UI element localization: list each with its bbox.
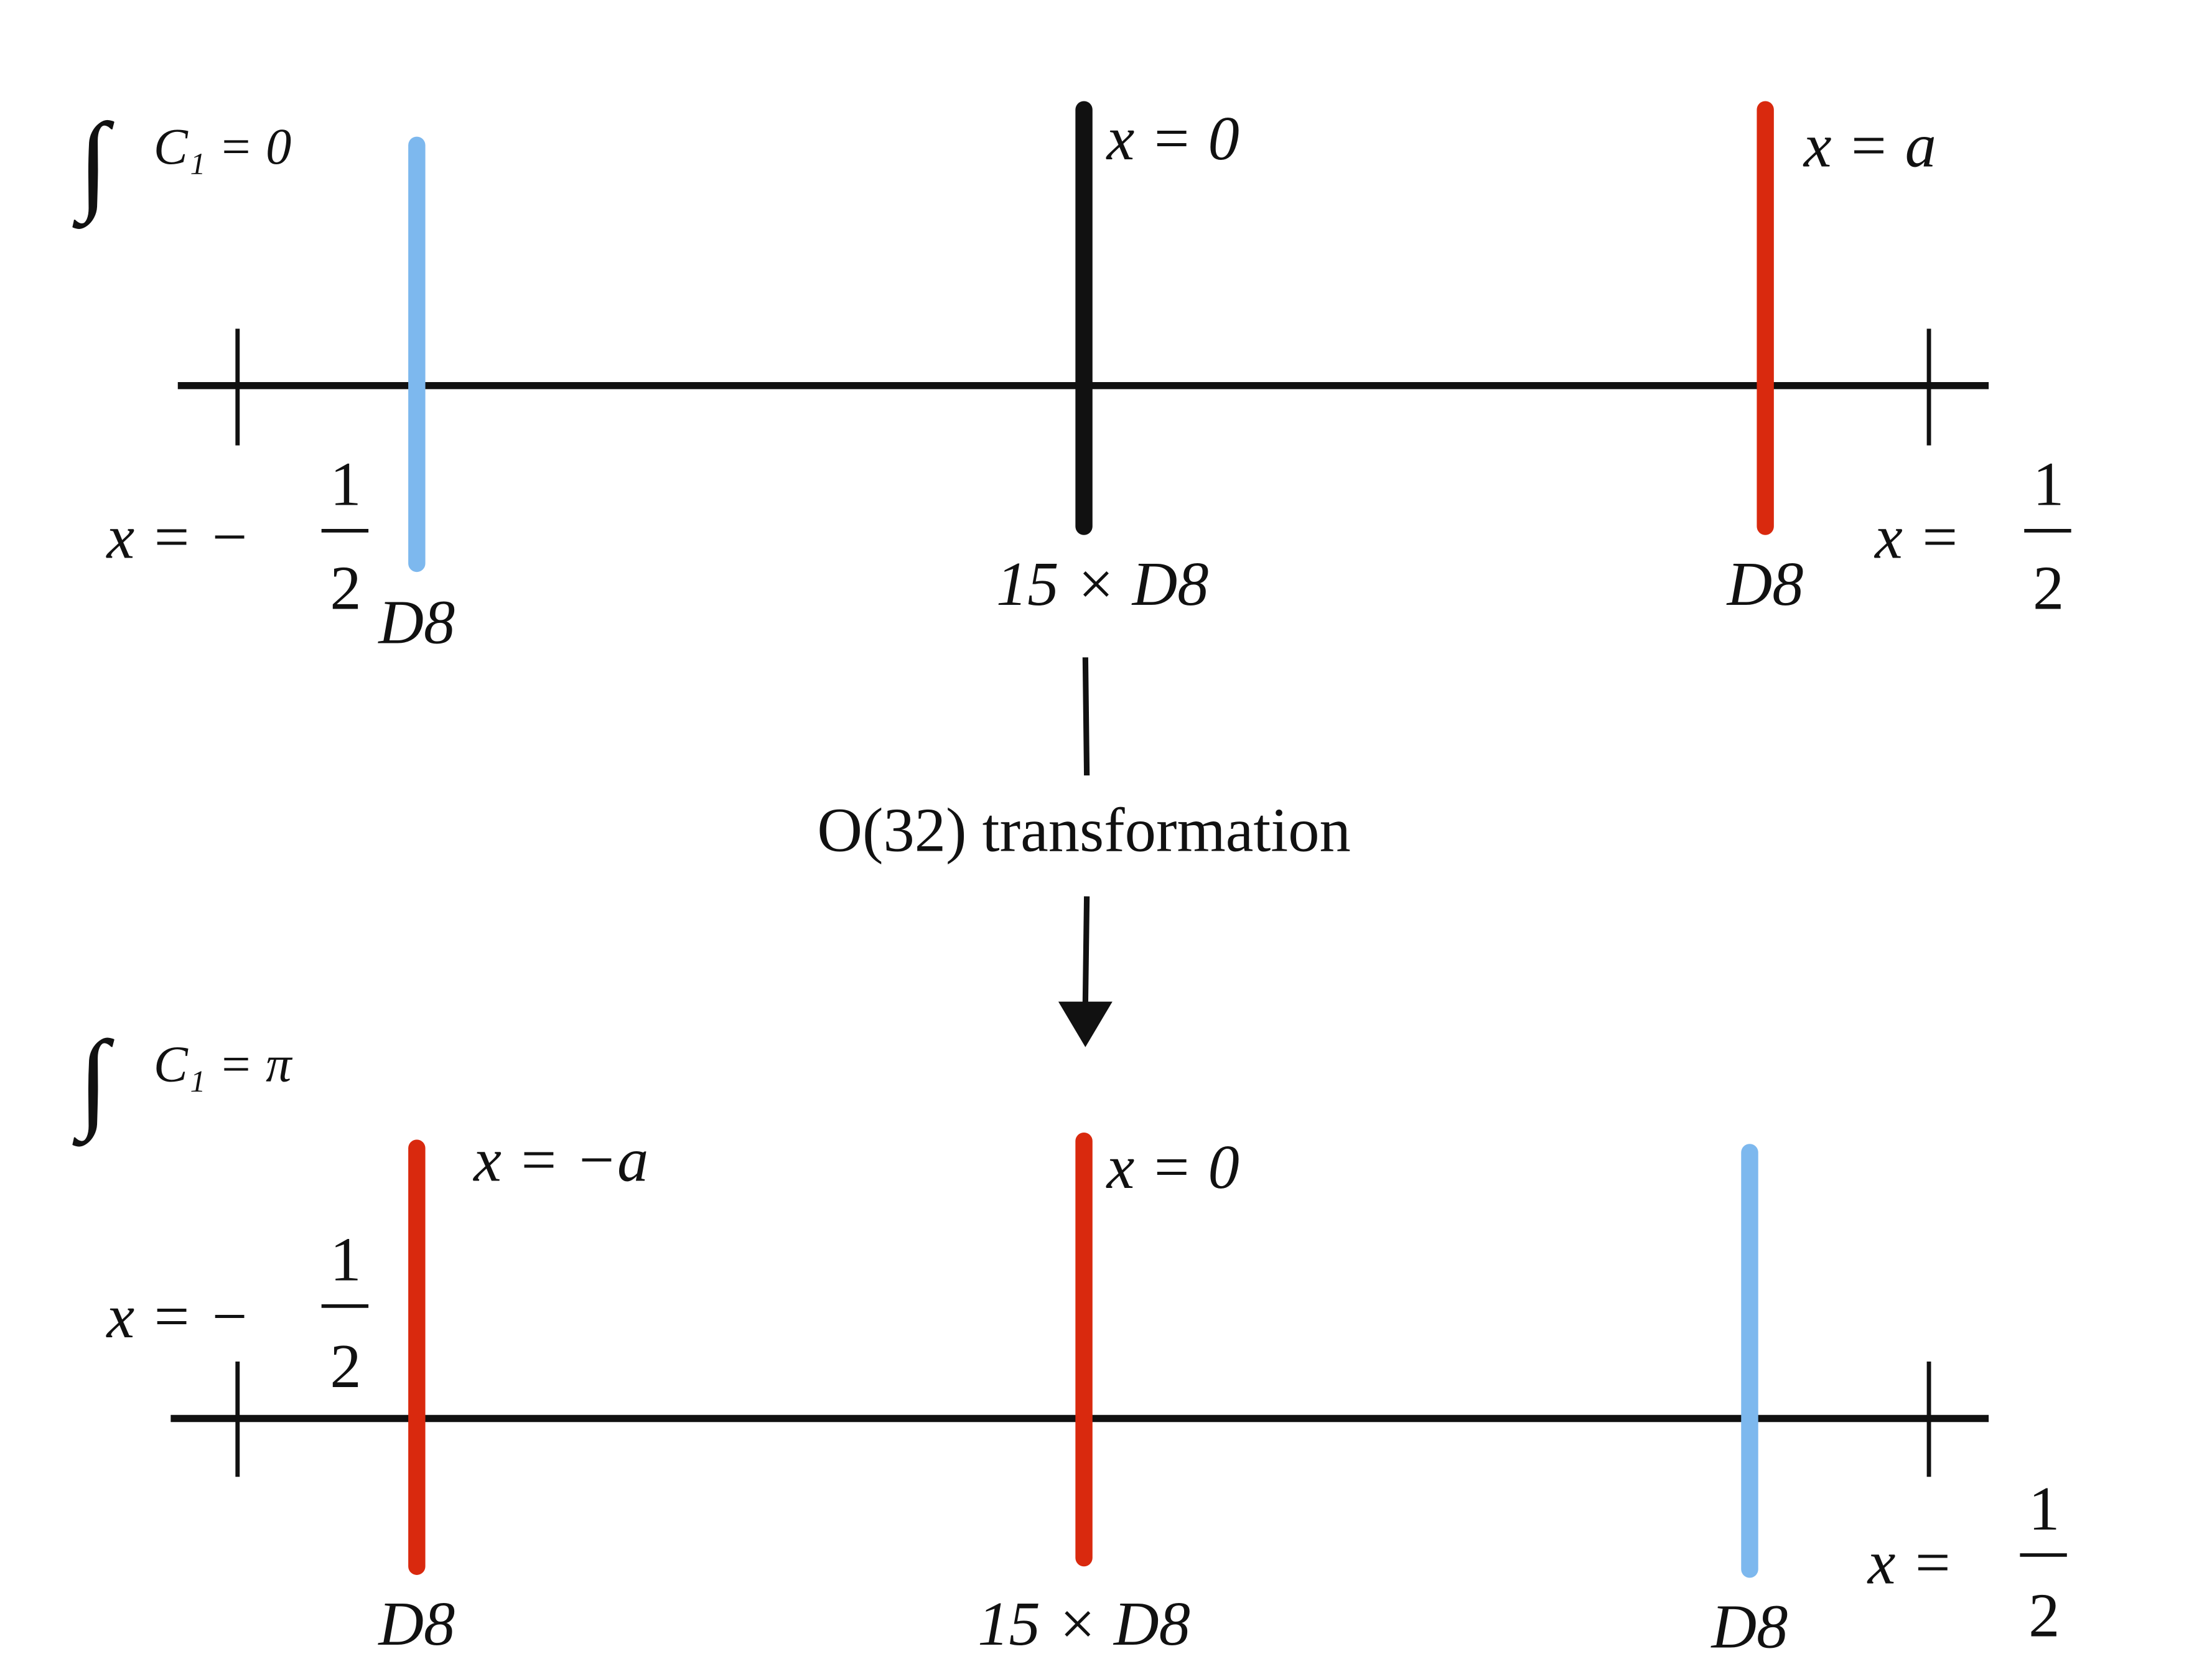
fraction-numerator: 1 [330, 449, 361, 519]
brane-label: 15 × D8 [996, 549, 1209, 619]
fraction-numerator: 1 [330, 1225, 361, 1294]
fraction-denominator: 2 [330, 1331, 361, 1401]
brane-position: x = a [1803, 111, 1936, 180]
brane-label: D8 [377, 587, 455, 657]
integral-sign: ∫ [72, 100, 114, 229]
brane-label: D8 [1710, 1592, 1788, 1659]
end-label: x = − [105, 1281, 250, 1351]
transformation-arrow: O(32) transformation [817, 657, 1351, 1047]
flux-label: C₁ = π [154, 1036, 293, 1093]
brane-position: x = −a [472, 1125, 648, 1195]
brane-label: 15 × D8 [978, 1589, 1190, 1658]
end-label: x = [1867, 1528, 1954, 1597]
end-label: x = [1874, 502, 1961, 571]
arrow-shaft [1082, 657, 1090, 776]
arrow-shaft [1082, 896, 1090, 1003]
fraction-numerator: 1 [2028, 1474, 2060, 1543]
brane-label: D8 [377, 1589, 455, 1658]
end-label: x = − [105, 502, 250, 571]
top-panel: ∫ C₁ = 0 x = 0 x = a x = − 1 2 D8 15 × D… [72, 100, 2071, 657]
integral-sign: ∫ [72, 1018, 114, 1147]
brane-position: x = 0 [1106, 1132, 1239, 1202]
flux-label: C₁ = 0 [154, 118, 291, 175]
fraction-numerator: 1 [2033, 449, 2064, 519]
arrow-head [1058, 1001, 1113, 1047]
brane-label: D8 [1726, 549, 1804, 619]
fraction-denominator: 2 [2028, 1580, 2060, 1650]
fraction-denominator: 2 [2033, 553, 2064, 623]
brane-position: x = 0 [1106, 103, 1239, 173]
bottom-panel: ∫ C₁ = π x = −a x = 0 x = − 1 2 D8 15 × … [72, 1018, 2067, 1659]
fraction-denominator: 2 [330, 553, 361, 623]
transformation-label: O(32) transformation [817, 795, 1350, 864]
